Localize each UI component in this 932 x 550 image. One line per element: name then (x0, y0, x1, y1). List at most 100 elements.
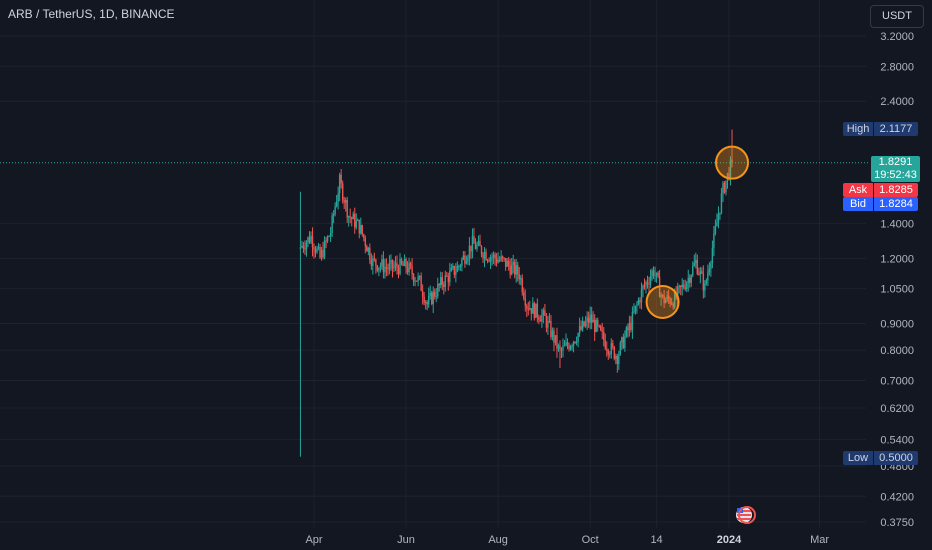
candle-body (542, 310, 545, 316)
candle (610, 338, 612, 359)
candle (686, 280, 688, 293)
candle-body (512, 261, 514, 265)
candle (634, 305, 637, 315)
candle (301, 240, 303, 249)
candle (667, 289, 670, 304)
candle-body (643, 285, 646, 287)
candle-body (714, 226, 717, 234)
candle-body (639, 299, 641, 303)
candle (452, 262, 454, 271)
candle-body (310, 235, 312, 243)
candle (435, 288, 437, 303)
candle-body (622, 337, 625, 348)
candle (529, 300, 531, 311)
candle (304, 240, 306, 255)
candle (565, 333, 567, 347)
candle (348, 215, 350, 227)
candle-body (729, 159, 732, 179)
candle-body (305, 242, 308, 250)
low-label-name: Low (843, 451, 873, 465)
candle (612, 340, 614, 350)
candle (299, 191, 302, 457)
candle-body (723, 183, 726, 193)
candle (308, 231, 311, 244)
candle-body (514, 261, 516, 275)
candle (504, 258, 507, 271)
candle-body (476, 244, 478, 249)
candle-body (557, 345, 560, 349)
candle (450, 263, 453, 272)
candle (708, 262, 711, 276)
candle (600, 324, 602, 332)
candle-body (465, 261, 468, 264)
candle (597, 317, 599, 332)
candle (578, 317, 581, 337)
x-tick-label: 14 (650, 534, 662, 546)
candle-body (578, 326, 581, 334)
candle (473, 227, 475, 244)
candle-body (464, 255, 466, 264)
candle (719, 212, 721, 220)
candle (657, 271, 659, 279)
candle (351, 216, 353, 227)
currency-button[interactable]: USDT (870, 5, 924, 28)
candle (471, 228, 474, 259)
candle (343, 196, 345, 210)
candle-body (631, 312, 634, 331)
candle (669, 296, 671, 308)
candle-body (337, 193, 339, 202)
candle-body (670, 303, 673, 305)
candle-body (707, 272, 709, 281)
candle (331, 212, 333, 238)
candle (316, 245, 318, 254)
candle-body (597, 320, 599, 326)
candle-body (654, 275, 656, 277)
candle (580, 320, 582, 331)
candle (710, 260, 712, 277)
candle-body (334, 206, 336, 214)
candle-body (702, 273, 705, 291)
candle (409, 261, 412, 270)
candle-body (480, 246, 483, 255)
candle-body (716, 222, 718, 227)
low-label-value: 0.5000 (874, 451, 918, 465)
candle (497, 252, 499, 264)
candle (360, 217, 362, 235)
candle-body (698, 273, 700, 275)
candle-body (568, 345, 570, 350)
candle-body (498, 259, 501, 261)
candle (376, 264, 379, 273)
candle-body (364, 238, 367, 247)
event-icon[interactable] (738, 506, 756, 524)
candle (346, 196, 348, 223)
candle (651, 268, 653, 281)
candle (402, 260, 404, 267)
candle-body (506, 260, 508, 267)
candle (520, 275, 522, 286)
candle-body (526, 305, 528, 309)
candle (622, 333, 625, 349)
time-axis[interactable]: Apr Jun Aug Oct 14 2024 Mar (305, 534, 829, 546)
candle-body (655, 272, 658, 276)
y-tick-label: 3.2000 (880, 31, 914, 43)
candle (480, 245, 483, 258)
candle-body (360, 225, 362, 234)
candle (427, 287, 430, 308)
candle (373, 252, 376, 262)
candle-body (527, 308, 529, 310)
candle (412, 272, 415, 286)
candle (557, 343, 560, 352)
candle-body (624, 336, 626, 348)
x-tick-label: Oct (582, 534, 599, 546)
candle (492, 251, 495, 265)
candle (521, 274, 523, 296)
candle (446, 272, 448, 277)
candle (443, 281, 445, 295)
candle (723, 181, 726, 194)
candle (378, 267, 380, 277)
candle (701, 267, 703, 275)
candle-body (332, 213, 335, 216)
candle-body (601, 330, 603, 332)
candle (444, 270, 446, 292)
